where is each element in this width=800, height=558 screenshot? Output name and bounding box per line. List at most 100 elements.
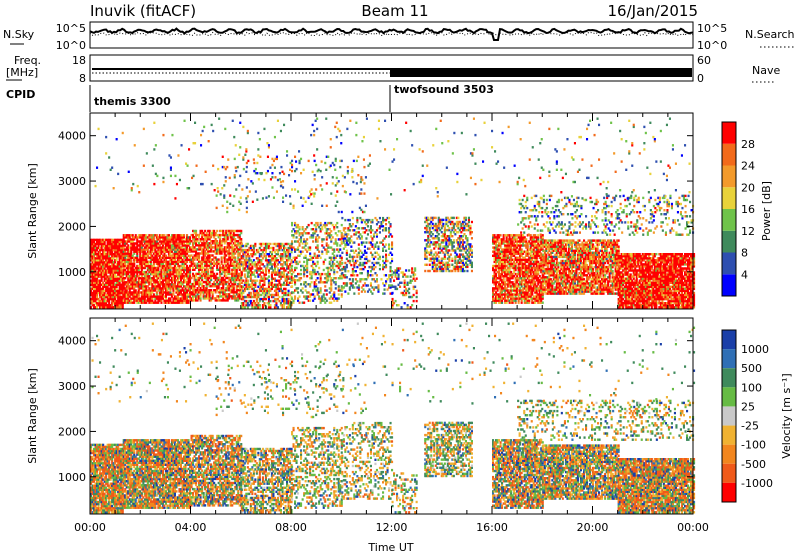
heatmap-cell (346, 276, 348, 278)
heatmap-cell (384, 246, 386, 248)
heatmap-cell (312, 300, 314, 302)
heatmap-cell (228, 267, 230, 269)
heatmap-cell (195, 230, 197, 232)
heatmap-cell (320, 222, 322, 224)
heatmap-cell (254, 261, 256, 263)
heatmap-cell (468, 256, 470, 258)
heatmap-cell (388, 246, 390, 248)
heatmap-cell (300, 283, 302, 285)
heatmap-cell (448, 249, 450, 251)
heatmap-cell (335, 281, 337, 283)
heatmap-cell (309, 295, 311, 297)
heatmap-cell (396, 288, 398, 290)
heatmap-cell (200, 295, 202, 297)
heatmap-cell (370, 270, 372, 272)
heatmap-cell (401, 306, 403, 308)
heatmap-cell (291, 265, 293, 267)
heatmap-cell (410, 282, 412, 284)
heatmap-cell (352, 278, 354, 280)
heatmap-cell (358, 288, 360, 290)
heatmap-cell (132, 234, 134, 236)
heatmap-cell (391, 254, 393, 256)
heatmap-cell (411, 304, 413, 306)
heatmap-cell (338, 293, 340, 295)
heatmap-cell (387, 288, 389, 290)
heatmap-cell (329, 273, 331, 275)
heatmap-cell (450, 231, 452, 233)
heatmap-cell (453, 245, 455, 247)
heatmap-cell (299, 226, 301, 228)
heatmap-cell (429, 264, 431, 266)
heatmap-cell (355, 278, 357, 280)
heatmap-cell (315, 283, 317, 285)
heatmap-cell (183, 234, 185, 236)
heatmap-cell (294, 251, 296, 253)
heatmap-cell (247, 243, 249, 245)
heatmap-cell (326, 293, 328, 295)
nsky-panel: N.Sky 10^5 10^0 10^5 10^0 N.Search (3, 22, 795, 52)
heatmap-cell (373, 278, 375, 280)
heatmap-cell (468, 217, 470, 219)
heatmap-cell (442, 270, 444, 272)
heatmap-cell (451, 264, 453, 266)
heatmap-cell (456, 253, 458, 255)
heatmap-cell (344, 227, 346, 229)
heatmap-cell (373, 288, 375, 290)
heatmap-cell (299, 279, 301, 281)
heatmap-cell (234, 252, 236, 254)
heatmap-cell (250, 300, 252, 302)
heatmap-cell (213, 230, 215, 232)
heatmap-cell (374, 246, 376, 248)
heatmap-cell (391, 246, 393, 248)
heatmap-cell (145, 234, 147, 236)
heatmap-cell (326, 300, 328, 302)
heatmap-cell (399, 286, 401, 288)
heatmap-cell (356, 280, 358, 282)
heatmap-cell (365, 237, 367, 239)
heatmap-cell (471, 245, 473, 247)
nsearch-tick-high: 10^5 (697, 22, 727, 35)
heatmap-cell (293, 228, 295, 230)
heatmap-cell (469, 225, 471, 227)
heatmap-cell (254, 275, 256, 277)
heatmap-cell (303, 275, 305, 277)
heatmap-cell (278, 300, 280, 302)
heatmap-cell (306, 242, 308, 244)
heatmap-cell (457, 231, 459, 233)
heatmap-cell (382, 256, 384, 258)
heatmap-cell (216, 230, 218, 232)
heatmap-cell (191, 254, 193, 256)
heatmap-cell (127, 244, 129, 246)
heatmap-cell (256, 290, 258, 292)
heatmap-cell (271, 273, 273, 275)
heatmap-cell (306, 265, 308, 267)
heatmap-cell (332, 224, 334, 226)
heatmap-cell (285, 247, 287, 249)
heatmap-cell (471, 270, 473, 272)
heatmap-cell (377, 254, 379, 256)
heatmap-cell (426, 227, 428, 229)
heatmap-cell (306, 251, 308, 253)
heatmap-cell (259, 306, 261, 308)
heatmap-cell (309, 246, 311, 248)
heatmap-cell (371, 262, 373, 264)
heatmap-cell (278, 296, 280, 298)
heatmap-cell (296, 275, 298, 277)
heatmap-cell (451, 235, 453, 237)
heatmap-cell (312, 228, 314, 230)
heatmap-cell (324, 285, 326, 287)
heatmap-cell (350, 246, 352, 248)
heatmap-cell (408, 288, 410, 290)
heatmap-cell (269, 243, 271, 245)
heatmap-cell (350, 225, 352, 227)
heatmap-cell (168, 234, 170, 236)
heatmap-cell (341, 217, 343, 219)
station-title: Inuvik (fitACF) (90, 2, 196, 20)
heatmap-cell (374, 272, 376, 274)
heatmap-cell (116, 257, 118, 259)
heatmap-cell (326, 236, 328, 238)
heatmap-cell (448, 264, 450, 266)
heatmap-cell (376, 241, 378, 243)
heatmap-cell (368, 219, 370, 221)
heatmap-cell (133, 261, 135, 263)
